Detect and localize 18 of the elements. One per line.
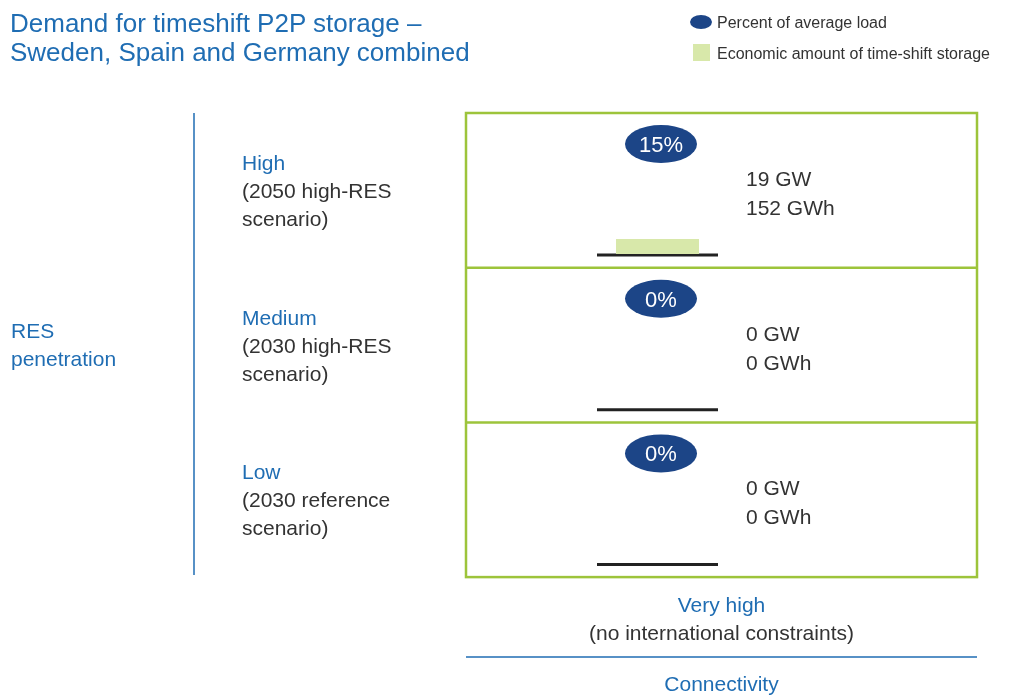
text: RES penetration (11, 319, 117, 370)
category-label: Low (2030 reference scenario) (242, 460, 391, 540)
legend-label: Percent of average load (717, 14, 887, 31)
category-label: Medium (2030 high-RES scenario) (242, 305, 392, 385)
data-label: 152 GWh (746, 196, 835, 219)
data-label: 19 GW (746, 167, 812, 190)
data-label: 0 GWh (746, 505, 812, 529)
legend-label: Economic amount of time-shift storage (717, 45, 991, 62)
text: Very high (no international constraints) (589, 593, 854, 644)
text: Demand for timeshift P2P storage – Sweden, Spain and Germany combined (10, 8, 470, 67)
data-label: 15% (638, 132, 684, 157)
data-label: 0% (645, 286, 677, 312)
data-label: 0 GWh (746, 350, 812, 374)
text: Connectivity (664, 672, 780, 695)
data-label: 0% (645, 441, 677, 467)
category-label: High (2050 high-RES scenario) (242, 151, 392, 230)
data-label: 0 GW (746, 476, 800, 500)
data-label: 0 GW (746, 321, 800, 345)
